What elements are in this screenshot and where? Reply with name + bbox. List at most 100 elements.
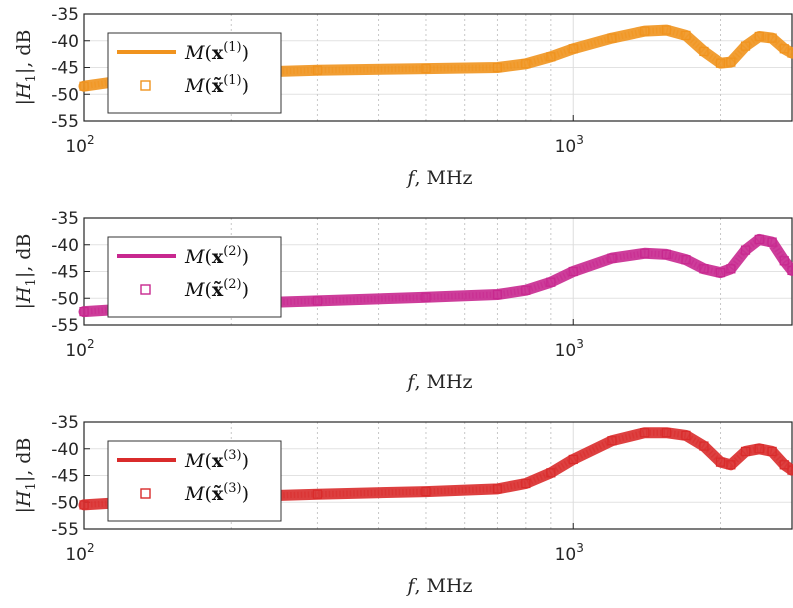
legend-box (107, 32, 282, 114)
y-tick-label: -45 (51, 59, 79, 79)
series-markers-surrogate (83, 236, 793, 315)
y-tick-label: -35 (51, 413, 79, 433)
legend-label-surrogate: M(x̃(3)) (184, 481, 249, 505)
data-point-marker (661, 25, 671, 35)
y-tick-label: -55 (51, 520, 79, 540)
legend-box (107, 440, 282, 522)
data-point-marker (726, 460, 736, 470)
data-point-marker (740, 245, 751, 255)
data-point-marker (754, 234, 764, 244)
legend-marker-swatch (140, 488, 151, 499)
data-point-marker (779, 460, 789, 470)
x-tick-label: 102 (65, 541, 94, 565)
data-point-marker (767, 33, 777, 43)
data-point-marker (661, 249, 671, 259)
data-point-marker (421, 486, 431, 497)
data-point-marker (715, 267, 726, 278)
data-point-marker (787, 48, 793, 58)
data-point-marker (79, 81, 89, 91)
data-point-marker (421, 292, 431, 302)
data-point-marker (681, 255, 691, 265)
x-tick-label: 103 (555, 133, 584, 157)
data-point-marker (715, 457, 726, 467)
legend-marker-swatch (140, 80, 151, 91)
y-tick-label: -50 (51, 289, 79, 309)
data-point-marker (787, 465, 793, 475)
x-tick-label: 102 (65, 133, 94, 157)
data-point-marker (681, 430, 691, 440)
y-tick-label: -40 (51, 32, 79, 52)
data-point-marker (568, 44, 578, 54)
data-point-marker (79, 307, 89, 317)
legend-label-model: M(x(3)) (184, 448, 249, 472)
data-point-marker (492, 62, 503, 73)
data-point-marker (726, 57, 736, 67)
data-point-marker (607, 253, 617, 263)
y-tick-label: -45 (51, 263, 79, 283)
x-axis-label: f, MHz (405, 167, 472, 189)
data-point-marker (699, 264, 709, 274)
data-point-marker (726, 264, 736, 274)
data-point-marker (681, 30, 691, 40)
data-point-marker (312, 296, 323, 306)
data-point-marker (546, 468, 556, 478)
y-tick-label: -50 (51, 85, 79, 105)
data-point-marker (661, 428, 671, 438)
series-markers-surrogate (83, 429, 793, 508)
x-axis-label: f, MHz (405, 371, 472, 393)
data-point-marker (521, 285, 531, 295)
legend-label-surrogate: M(x̃(2)) (184, 277, 249, 301)
data-point-marker (754, 444, 764, 454)
legend: M(x(1)) M(x̃(1)) (107, 32, 282, 114)
x-tick-label: 103 (555, 337, 584, 361)
data-point-marker (699, 441, 709, 451)
series-markers-surrogate (83, 27, 793, 90)
y-tick-label: -40 (51, 236, 79, 256)
y-tick-label: -45 (51, 467, 79, 487)
legend: M(x(2)) M(x̃(2)) (107, 236, 282, 318)
data-point-marker (546, 277, 556, 287)
x-axis-label: f, MHz (405, 575, 472, 597)
legend: M(x(3)) M(x̃(3)) (107, 440, 282, 522)
y-tick-label: -55 (51, 112, 79, 132)
data-point-marker (767, 446, 777, 457)
legend-marker-swatch (140, 284, 151, 295)
data-point-marker (779, 256, 789, 266)
data-point-marker (754, 31, 764, 42)
data-point-marker (715, 58, 726, 68)
legend-label-model: M(x(1)) (184, 40, 249, 64)
data-point-marker (640, 248, 650, 258)
y-axis-label: |H1|, dB (13, 438, 39, 514)
y-axis-label: |H1|, dB (13, 234, 39, 310)
data-point-marker (421, 63, 431, 74)
y-tick-label: -40 (51, 440, 79, 460)
legend-box (107, 236, 282, 318)
data-point-marker (492, 484, 503, 494)
data-point-marker (312, 489, 323, 499)
data-point-marker (492, 289, 503, 300)
y-tick-label: -55 (51, 316, 79, 336)
data-point-marker (787, 265, 793, 276)
legend-label-surrogate: M(x̃(1)) (184, 73, 249, 97)
data-point-marker (740, 41, 751, 51)
y-tick-label: -35 (51, 5, 79, 25)
data-point-marker (607, 436, 617, 446)
data-point-marker (312, 65, 323, 75)
data-point-marker (767, 237, 777, 247)
data-point-marker (546, 52, 556, 62)
data-point-marker (640, 26, 650, 36)
data-point-marker (699, 46, 709, 57)
data-point-marker (568, 454, 578, 465)
data-point-marker (568, 266, 578, 277)
y-axis-label: |H1|, dB (13, 30, 39, 106)
legend-label-model: M(x(2)) (184, 244, 249, 268)
data-point-marker (640, 428, 650, 438)
data-point-marker (607, 33, 617, 43)
x-tick-label: 102 (65, 337, 94, 361)
data-point-marker (79, 500, 89, 510)
y-tick-label: -50 (51, 493, 79, 513)
